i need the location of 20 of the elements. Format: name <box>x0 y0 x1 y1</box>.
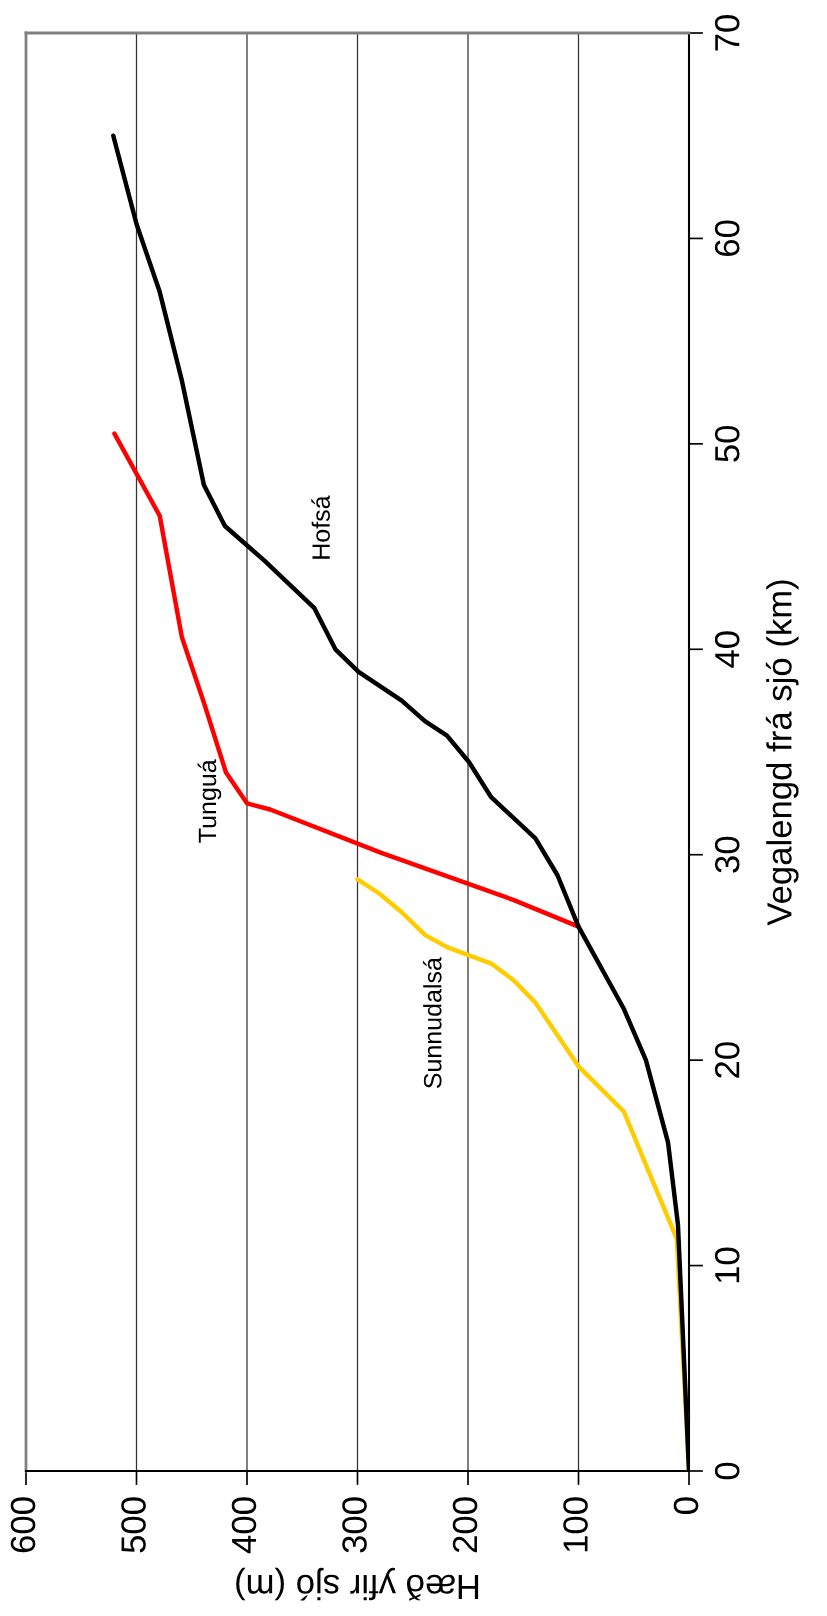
y-tick-label: 60 <box>714 220 740 256</box>
y-tick-label: 40 <box>714 631 740 668</box>
y-tick-label: 10 <box>714 1247 740 1283</box>
y-tick-label: 50 <box>714 425 740 462</box>
text: Tunguá <box>197 759 222 843</box>
x-axis-title: Hæð yfir sjó (m) <box>236 1567 479 1601</box>
x-tick-label: 600 <box>10 1497 36 1553</box>
x-tick-label: 200 <box>452 1497 478 1553</box>
x-tick-label: 500 <box>121 1497 146 1553</box>
y-tick-label: 0 <box>714 1462 740 1480</box>
y-tick-label: 20 <box>714 1042 740 1078</box>
y-axis-title: Vegalengd frá sjó (km) <box>765 580 799 926</box>
x-tick-label: 100 <box>563 1497 588 1552</box>
x-tick-label: 400 <box>231 1497 257 1554</box>
x-tick-label: 0 <box>673 1497 699 1514</box>
text: Sunnudalsá <box>422 957 442 1089</box>
y-tick-label: 70 <box>714 15 740 51</box>
y-tick-label: 30 <box>714 836 740 873</box>
x-tick-label: 300 <box>342 1497 367 1553</box>
text: Hofsá <box>311 495 330 559</box>
